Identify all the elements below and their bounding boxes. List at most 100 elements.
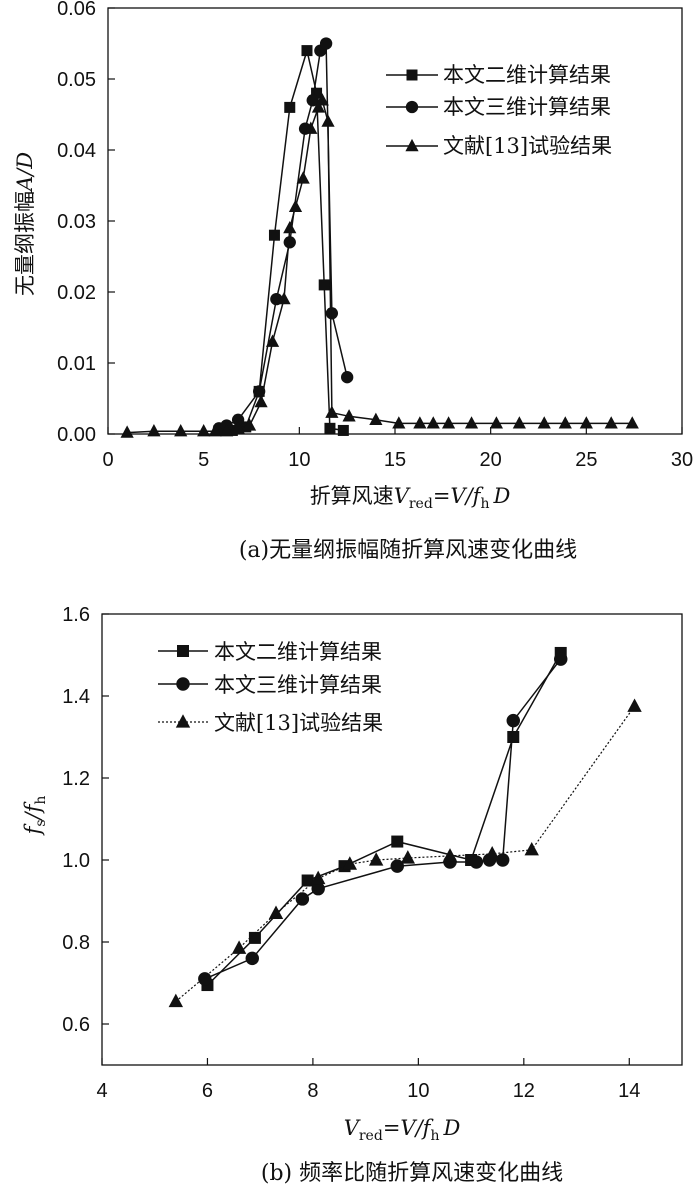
chart-b-x-tick-label: 10: [407, 1080, 429, 1102]
chart-b-series-2-point: [342, 856, 358, 870]
chart-a-x-tick-label: 15: [384, 449, 406, 471]
chart-a-x-tick-label: 25: [575, 449, 597, 471]
chart-b-series-1-line: [204, 658, 562, 980]
chart-b-y-label-s: s: [33, 819, 49, 826]
chart-a-legend-label-0: 本文二维计算结果: [443, 63, 611, 87]
chart-a-series-2-point: [325, 405, 339, 418]
chart-a-y-tick-label: 0.01: [57, 353, 96, 375]
chart-a-series-1-point: [231, 413, 245, 426]
chart-a-series-2-point: [147, 423, 161, 437]
chart-b-legend-label-0: 本文二维计算结果: [214, 640, 382, 664]
chart-a-y-tick-label: 0.02: [57, 282, 96, 304]
chart-b-series-2-point: [484, 846, 500, 860]
chart-a-series-0-point: [337, 424, 349, 436]
chart-a-y-tick-label: 0.00: [57, 424, 96, 446]
chart-b-legend-item-0: [158, 645, 208, 657]
chart-b-series-1-point: [469, 855, 484, 869]
chart-b-caption: (b) 频率比随折算风速变化曲线: [261, 1161, 563, 1186]
chart-a-x-tick-label: 30: [671, 449, 693, 471]
chart-b-x-label-f: f: [421, 1116, 434, 1140]
chart-a-series-0-point: [324, 422, 336, 434]
chart-a-x-tick-label: 5: [198, 449, 209, 471]
chart-a-series-1-point: [283, 236, 296, 249]
chart-b-series-0-point: [248, 931, 261, 944]
chart-b-series-1-point: [506, 713, 520, 728]
chart-b-y-label-slash: /: [21, 810, 45, 821]
chart-b-series-2-point: [168, 993, 184, 1008]
chart-a-legend-item-0: [386, 69, 438, 81]
chart-b-y-label-f1: f: [21, 823, 45, 836]
chart-b-series-2-point: [268, 905, 284, 919]
chart-b-series: [168, 646, 642, 1008]
chart-b-legend-item-1: [158, 677, 208, 691]
chart-a-legend-item-2: [386, 138, 438, 152]
chart-a-series-2-point: [441, 416, 456, 429]
chart-a-series-2-point: [265, 334, 280, 347]
chart-a-series-0-point: [284, 101, 296, 113]
chart-b-legend-marker-2: [175, 714, 191, 728]
chart-a-legend-marker-0: [406, 69, 418, 81]
chart-b-x-label-d: D: [442, 1116, 460, 1140]
chart-b-series-1-point: [311, 881, 325, 896]
chart-a-series-2-point: [321, 114, 335, 127]
chart-b-x-label: Vred=V/fh D: [344, 1116, 461, 1144]
chart-a-legend-marker-2: [405, 138, 419, 152]
chart-a-series-0-point: [311, 87, 323, 99]
chart-b-series-2-point: [627, 698, 642, 712]
chart-b-series-2-point: [400, 850, 416, 864]
chart-b-legend-marker-0: [177, 645, 189, 657]
chart-a-series-1-point: [319, 37, 333, 50]
chart-a-caption: (a)无量纲振幅随折算风速变化曲线: [239, 538, 577, 563]
chart-a-series-0: [213, 45, 349, 436]
chart-a-series-2-point: [311, 100, 326, 113]
chart-b-x-tick-label: 14: [618, 1080, 640, 1102]
chart-a-series-2-point: [604, 416, 618, 429]
chart-b-series-0-point: [507, 731, 520, 743]
chart-a-legend-marker-1: [405, 100, 419, 114]
chart-b-series-2-point: [368, 852, 384, 866]
chart-b-series-2-point: [231, 940, 247, 954]
chart-a-series-2-point: [242, 418, 257, 431]
chart-b-y-tick-label: 0.8: [62, 932, 90, 954]
chart-a-series-2-point: [304, 121, 318, 134]
chart-a-y-tick-label: 0.03: [57, 211, 96, 233]
chart-a-x-label-eq: =V/: [433, 484, 475, 508]
chart-a-series-2-point: [231, 421, 245, 434]
chart-a-x-label-d: D: [492, 484, 510, 508]
chart-a-series-2-point: [426, 416, 440, 429]
chart-a-series-2-point: [296, 171, 310, 184]
chart-a-legend-label-2: 文献[13]试验结果: [443, 134, 612, 158]
chart-a-series: [120, 37, 639, 438]
chart-a-series-2-point: [283, 220, 297, 234]
chart-a-series-2-point: [315, 93, 329, 106]
chart-a-series-1-point: [325, 307, 339, 320]
chart-b-legend-item-2: [158, 714, 208, 728]
chart-a-y-tick-label: 0.05: [57, 69, 96, 91]
chart-a-x-label-text: 折算风速: [310, 484, 394, 508]
chart-a-x-tick-label: 20: [480, 449, 502, 471]
chart-a-series-1: [212, 37, 354, 435]
chart-b-x-tick-label: 4: [96, 1080, 107, 1102]
chart-b-y-tick-label: 1.6: [62, 604, 90, 626]
chart-a-y-ticks: 0.00 0.01 0.02 0.03 0.04 0.05 0.06: [57, 0, 115, 446]
chart-b-series-1-point: [198, 972, 212, 986]
chart-a-series-0-point: [318, 279, 330, 291]
chart-a-series-1-point: [306, 94, 319, 107]
chart-a-series-2-point: [369, 412, 383, 425]
chart-b-y-tick-label: 1.4: [62, 686, 90, 708]
chart-a-y-label: 无量纲振幅A/D: [13, 152, 37, 296]
chart-b: 4 6 8 10 12 14 0.6 0.8 1.0 1.2 1.4 1.6 本文二维计算结果 本文…: [21, 604, 683, 1186]
chart-a-series-2-point: [120, 425, 134, 438]
chart-b-series-0-point: [391, 835, 404, 848]
chart-b-x-label-sub: red: [359, 1128, 383, 1144]
chart-a-series-2-point: [512, 416, 526, 429]
chart-b-series-1: [198, 652, 568, 986]
chart-b-series-2-point: [524, 841, 539, 856]
chart-a-series-2-point: [464, 416, 479, 429]
chart-b-y-tick-label: 0.6: [62, 1014, 90, 1036]
chart-a-series-2-point: [413, 416, 427, 429]
chart-a-series-1-point: [341, 371, 354, 384]
chart-a-x-tick-label: 0: [102, 449, 113, 471]
chart-a-x-ticks: 0 5 10 15 20 25 30: [102, 427, 693, 471]
chart-b-series-1-point: [295, 892, 310, 906]
